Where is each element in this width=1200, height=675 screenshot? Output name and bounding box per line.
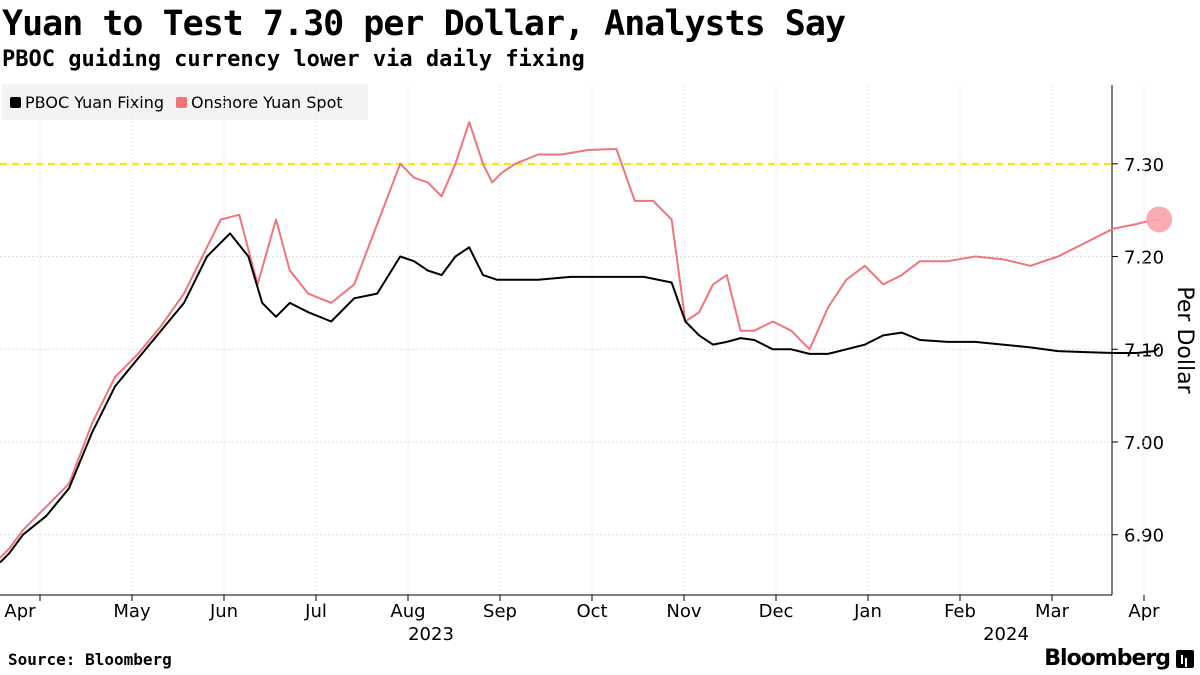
bloomberg-logo: Bloomberg bbox=[1044, 646, 1194, 671]
y-axis-label: Per Dollar bbox=[1172, 286, 1197, 394]
x-tick-label: Apr bbox=[4, 601, 36, 622]
legend: PBOC Yuan Fixing Onshore Yuan Spot bbox=[2, 84, 368, 120]
x-tick-label: Mar bbox=[1035, 601, 1070, 622]
legend-swatch-fixing bbox=[10, 96, 21, 108]
x-tick-label: Jul bbox=[304, 601, 327, 622]
x-tick-label: Jun bbox=[209, 601, 238, 622]
x-tick-label: Dec bbox=[759, 601, 794, 622]
x-tick-label: Oct bbox=[576, 601, 607, 622]
x-tick-label: Aug bbox=[390, 601, 425, 622]
source-note: Source: Bloomberg bbox=[8, 650, 172, 669]
x-tick-label: Apr bbox=[1128, 601, 1160, 622]
year-label: 2024 bbox=[983, 624, 1029, 645]
x-tick-label: Feb bbox=[944, 601, 976, 622]
legend-item-fixing: PBOC Yuan Fixing bbox=[10, 93, 164, 112]
series-pboc-yuan-fixing bbox=[0, 232, 1160, 564]
logo-text: Bloomberg bbox=[1044, 646, 1171, 671]
chart-subtitle: PBOC guiding currency lower via daily fi… bbox=[2, 47, 585, 72]
y-tick-label: 7.00 bbox=[1124, 433, 1164, 454]
chart-title: Yuan to Test 7.30 per Dollar, Analysts S… bbox=[2, 4, 846, 44]
y-tick-label: 6.90 bbox=[1124, 526, 1164, 547]
legend-swatch-spot bbox=[176, 96, 187, 108]
legend-label-spot: Onshore Yuan Spot bbox=[191, 92, 343, 112]
x-tick-label: Sep bbox=[483, 601, 517, 622]
series-onshore-yuan-spot bbox=[0, 121, 1160, 559]
x-tick-label: Nov bbox=[666, 601, 701, 622]
end-marker-spot bbox=[1146, 206, 1173, 233]
legend-label-fixing: PBOC Yuan Fixing bbox=[25, 92, 164, 112]
x-tick-label: Jan bbox=[853, 601, 882, 622]
x-tick-label: May bbox=[113, 601, 151, 622]
legend-item-spot: Onshore Yuan Spot bbox=[176, 93, 343, 112]
year-label: 2023 bbox=[408, 624, 454, 645]
bloomberg-logo-icon bbox=[1176, 649, 1194, 668]
